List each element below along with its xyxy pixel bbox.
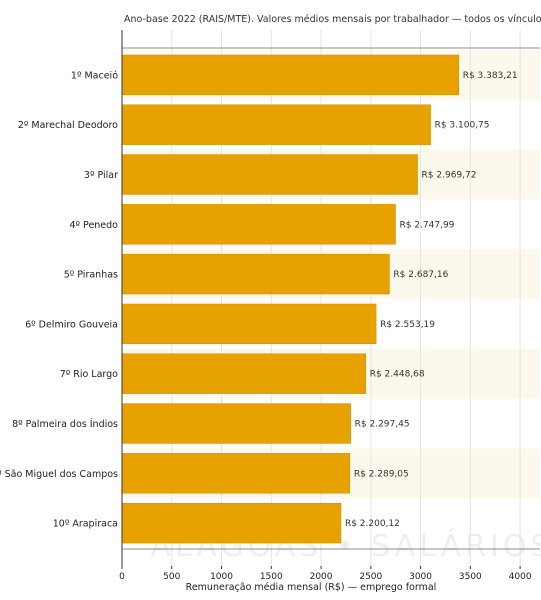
- category-label: 4º Penedo: [70, 220, 119, 231]
- x-tick-label: 3000: [409, 572, 432, 582]
- bar: [121, 253, 390, 295]
- value-label: R$ 3.100,75: [435, 121, 490, 131]
- value-label: R$ 2.297,45: [355, 420, 410, 430]
- x-tick-label: 2500: [359, 572, 382, 582]
- bar: [121, 502, 342, 544]
- value-label: R$ 2.747,99: [399, 220, 454, 230]
- x-tick-label: 1000: [210, 572, 233, 582]
- x-axis-title: Remuneração média mensal (R$) — emprego …: [186, 582, 437, 593]
- category-label: 10º Arapiraca: [53, 519, 118, 530]
- value-label: R$ 2.969,72: [422, 171, 477, 181]
- value-label: R$ 2.200,12: [345, 519, 400, 529]
- bar: [121, 154, 418, 195]
- category-label: 9º São Miguel dos Campos: [0, 469, 118, 480]
- category-label: 1º Maceió: [71, 70, 118, 81]
- category-label: 6º Delmiro Gouveia: [25, 319, 118, 330]
- value-labels: R$ 3.383,21 R$ 3.100,75 R$ 2.969,72 R$ 2.74…: [345, 71, 518, 529]
- x-tick-label: 1500: [260, 572, 283, 582]
- category-label: 5º Piranhas: [64, 270, 118, 281]
- category-label: 2º Marechal Deodoro: [18, 120, 118, 131]
- x-tick-label: 500: [163, 572, 180, 582]
- category-label: 7º Rio Largo: [60, 369, 118, 380]
- bar: [121, 403, 351, 444]
- x-tick-label: 3500: [459, 572, 482, 582]
- bar: [121, 303, 377, 345]
- x-ticks: 0 500 1000 1500 2000 2500 3000 3500 4000: [119, 566, 532, 582]
- value-label: R$ 2.289,05: [354, 469, 409, 479]
- bars: [121, 54, 459, 544]
- x-tick-label: 0: [119, 572, 125, 582]
- category-label: 8º Palmeira dos Índios: [12, 418, 118, 430]
- bar: [121, 353, 366, 394]
- category-labels: 1º Maceió 2º Marechal Deodoro 3º Pilar 4º P…: [0, 70, 118, 529]
- x-tick-label: 4000: [509, 572, 532, 582]
- x-tick-label: 2000: [310, 572, 333, 582]
- value-label: R$ 2.448,68: [370, 370, 425, 380]
- bar: [121, 104, 431, 145]
- chart-subtitle: Ano-base 2022 (RAIS/MTE). Valores médios…: [124, 14, 541, 25]
- category-label: 3º Pilar: [84, 170, 118, 181]
- value-label: R$ 2.553,19: [380, 320, 435, 330]
- bar: [121, 54, 459, 96]
- value-label: R$ 3.383,21: [463, 71, 518, 81]
- bar: [121, 453, 351, 494]
- bar: [121, 204, 396, 245]
- value-label: R$ 2.687,16: [393, 270, 448, 280]
